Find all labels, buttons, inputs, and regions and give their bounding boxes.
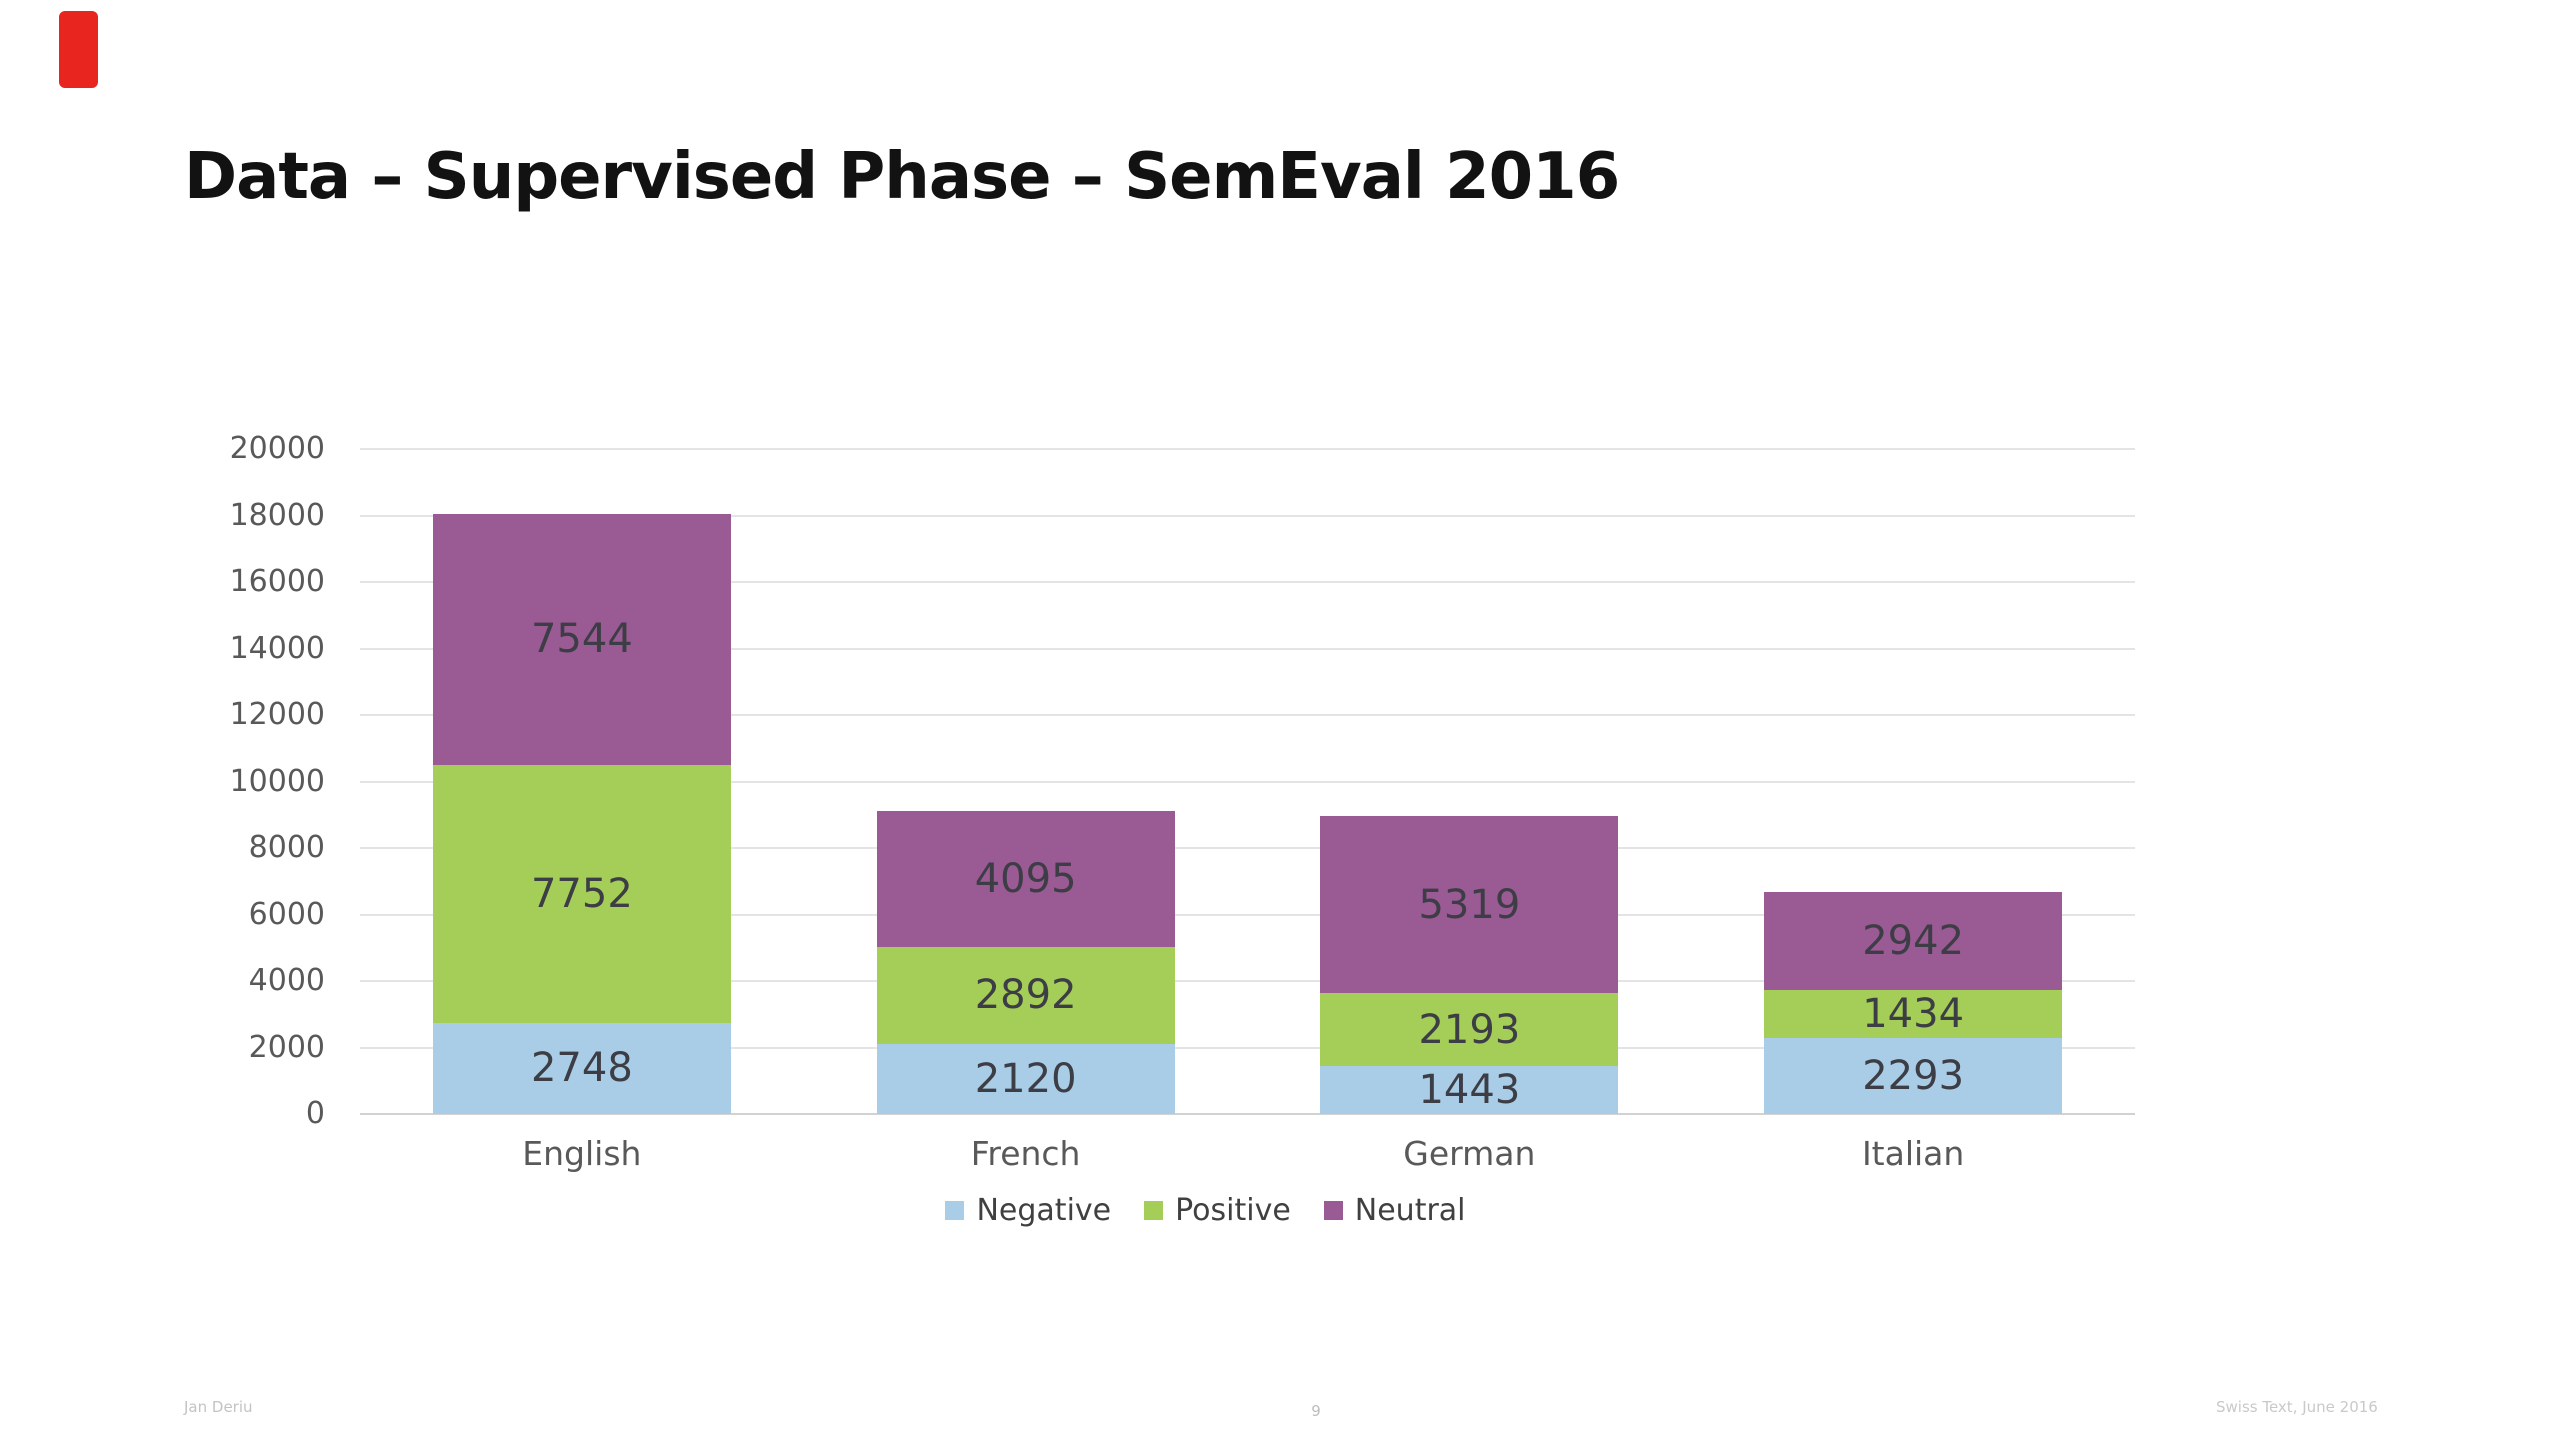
plot-area: 0 2000 4000 6000 8000 10000 12000 14000 16000 180…	[230, 431, 2135, 1173]
bar-segment-neutral: 4095	[876, 811, 1175, 948]
y-axis-tick-label: 16000	[229, 563, 325, 599]
data-label: 2293	[1862, 1052, 1965, 1099]
footer-page-number: 9	[1311, 1402, 1321, 1420]
bar-segment-positive: 2892	[876, 947, 1175, 1044]
legend-item: Negative	[945, 1193, 1111, 1228]
bar-segment-positive: 7752	[432, 764, 731, 1023]
gridline	[360, 448, 2135, 450]
footer-author: Jan Deriu	[184, 1398, 253, 1416]
y-axis-tick-label: 0	[305, 1095, 325, 1131]
data-label: 2892	[974, 972, 1077, 1019]
red-marker	[59, 11, 98, 88]
legend-label: Positive	[1175, 1192, 1291, 1228]
category-label: French	[970, 1134, 1081, 1173]
bar-segment-neutral: 5319	[1320, 816, 1619, 994]
gridline	[360, 847, 2135, 849]
gridline	[360, 1113, 2135, 1115]
bar-segment-positive: 1434	[1764, 990, 2063, 1038]
legend-label: Negative	[976, 1192, 1112, 1228]
legend-item: Neutral	[1323, 1192, 1466, 1228]
data-label: 5319	[1418, 881, 1521, 928]
data-label: 2748	[530, 1045, 633, 1092]
y-axis-tick-label: 8000	[248, 829, 325, 865]
legend-swatch	[1323, 1200, 1343, 1220]
gridline	[360, 581, 2135, 583]
y-axis-tick-label: 4000	[248, 962, 325, 998]
category-label: English	[522, 1134, 642, 1173]
data-label: 7752	[530, 870, 633, 917]
y-axis-tick-label: 14000	[229, 630, 325, 666]
data-label: 2193	[1418, 1006, 1521, 1053]
gridline	[360, 980, 2135, 982]
gridline	[360, 1046, 2135, 1049]
chart-legend: Negative Positive Neutral	[318, 1188, 2093, 1232]
y-axis-tick-label: 18000	[229, 497, 325, 533]
data-label: 1443	[1418, 1067, 1521, 1114]
data-label: 1434	[1862, 990, 1965, 1037]
gridline	[360, 913, 2135, 916]
y-axis-tick-label: 20000	[229, 430, 325, 466]
legend-swatch	[945, 1200, 965, 1220]
bar-segment-negative: 2293	[1764, 1037, 2063, 1114]
y-axis-tick-label: 2000	[248, 1029, 325, 1065]
legend-swatch	[1144, 1200, 1164, 1220]
category-label: German	[1403, 1134, 1536, 1173]
category-label: Italian	[1861, 1134, 1965, 1173]
y-axis-tick-label: 10000	[229, 763, 325, 799]
y-axis-tick-label: 12000	[229, 696, 325, 732]
footer-event: Swiss Text, June 2016	[2216, 1398, 2378, 1416]
bar-segment-neutral: 2942	[1764, 892, 2063, 991]
bar-segment-negative: 1443	[1320, 1066, 1619, 1114]
data-label: 2120	[974, 1055, 1077, 1102]
data-label: 7544	[530, 616, 633, 663]
gridline	[360, 647, 2135, 650]
bar-segment-neutral: 7544	[432, 514, 731, 765]
legend-item: Positive	[1144, 1193, 1291, 1228]
slide-title: Data – Supervised Phase – SemEval 2016	[184, 140, 1620, 214]
bar-segment-negative: 2120	[876, 1043, 1175, 1114]
gridline	[360, 714, 2135, 716]
bar-segment-negative: 2748	[432, 1022, 731, 1114]
data-label: 2942	[1862, 918, 1965, 965]
data-label: 4095	[974, 856, 1077, 903]
legend-label: Neutral	[1354, 1192, 1466, 1228]
y-axis-tick-label: 6000	[248, 896, 325, 932]
bar-segment-positive: 2193	[1320, 993, 1619, 1067]
gridline	[360, 780, 2135, 783]
gridline	[360, 514, 2135, 517]
